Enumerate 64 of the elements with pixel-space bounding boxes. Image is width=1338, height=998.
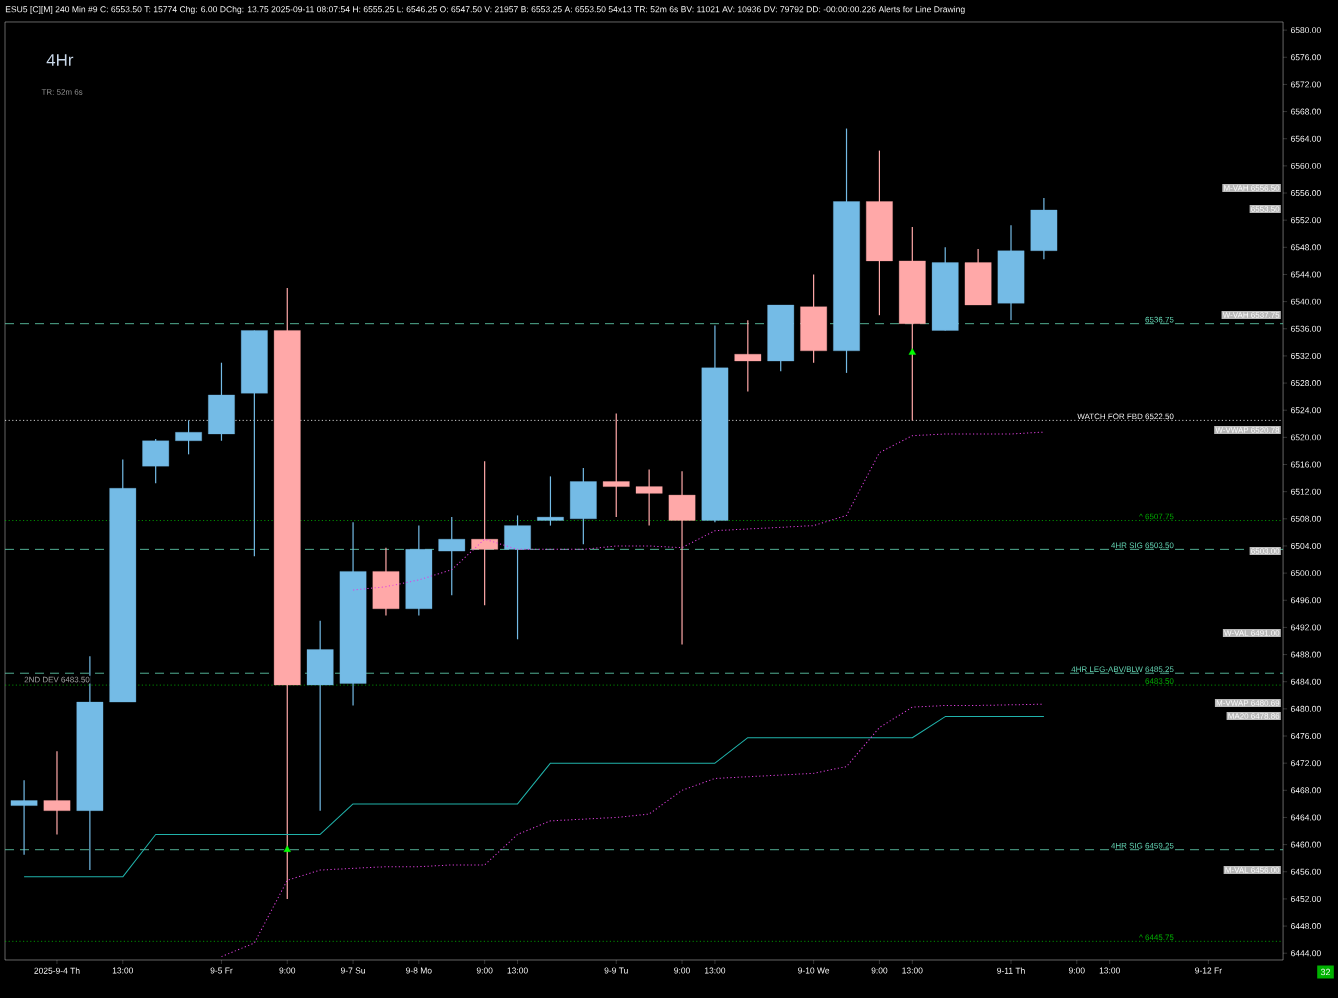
y-tick-label: 6464.00 bbox=[1291, 814, 1321, 821]
x-tick-label: 9:00 bbox=[674, 967, 690, 974]
candlestick bbox=[10, 779, 38, 856]
y-tick-label: 6472.00 bbox=[1291, 760, 1321, 767]
y-tick-label: 6520.00 bbox=[1291, 434, 1321, 441]
x-tick-label: 9-5 Fr bbox=[210, 967, 233, 974]
y-tick-label: 6452.00 bbox=[1291, 895, 1321, 902]
x-tick-label: 13:00 bbox=[112, 967, 134, 974]
y-tick-label: 6492.00 bbox=[1291, 624, 1321, 631]
x-tick-label: 9-7 Su bbox=[340, 967, 365, 974]
candlestick bbox=[537, 475, 564, 527]
x-tick-label: 9:00 bbox=[476, 967, 493, 974]
y-tick-label: 6528.00 bbox=[1291, 380, 1321, 387]
y-tick-label: 6496.00 bbox=[1291, 597, 1321, 604]
line-series bbox=[220, 703, 1045, 958]
x-tick-label: 9-12 Fr bbox=[1195, 967, 1222, 974]
y-tick-label: 6560.00 bbox=[1291, 162, 1321, 169]
candlestick bbox=[471, 460, 498, 606]
x-tick-label: 9-8 Mo bbox=[406, 967, 432, 974]
y-tick-label: 6580.00 bbox=[1291, 27, 1321, 34]
y-tick-label: 6544.00 bbox=[1291, 271, 1321, 278]
y-tick-label: 6504.00 bbox=[1291, 542, 1321, 549]
x-tick-label: 9:00 bbox=[1068, 967, 1085, 974]
y-tick-label: 6572.00 bbox=[1291, 81, 1321, 88]
y-tick-label: 6500.00 bbox=[1291, 570, 1321, 577]
y-tick-label: 6524.00 bbox=[1291, 407, 1321, 414]
x-tick-label: 13:00 bbox=[1099, 967, 1120, 974]
candlestick bbox=[43, 750, 71, 836]
y-tick-label: 6468.00 bbox=[1291, 787, 1321, 794]
y-tick-label: 6576.00 bbox=[1291, 54, 1321, 61]
y-tick-label: 6516.00 bbox=[1291, 461, 1321, 468]
text: 32 bbox=[1320, 968, 1331, 976]
y-tick-label: 6552.00 bbox=[1291, 217, 1321, 224]
y-tick-label: 6456.00 bbox=[1291, 868, 1321, 875]
chart-title: ESU5 [C][M] 240 Min #9 C: 6553.50 T: 15774 Chg: 6.00 DChg: 13.75 2025-09-11 08:07:54 H: 6555.25 L: 6546.25 O: 6547.50 V: 21957 B: 6553.25 A: 6553.50 54x13 TR: 52m 6s BV: 11021 AV: 10936 DV: 79792 DD: -00:00:00.226 Alerts for Line Drawing bbox=[5, 6, 965, 14]
candlestick bbox=[635, 469, 663, 527]
y-tick-label: 6512.00 bbox=[1291, 488, 1321, 495]
y-tick-label: 6484.00 bbox=[1291, 678, 1321, 685]
x-tick-label: 9:00 bbox=[871, 967, 888, 974]
y-tick-label: 6532.00 bbox=[1291, 352, 1321, 359]
y-tick-label: 6540.00 bbox=[1291, 298, 1321, 305]
x-tick-label: 13:00 bbox=[704, 967, 726, 974]
x-tick-label: 13:00 bbox=[507, 967, 528, 974]
candlestick bbox=[602, 413, 630, 518]
y-tick-label: 6448.00 bbox=[1291, 923, 1321, 930]
y-tick-label: 6480.00 bbox=[1291, 705, 1321, 712]
y-tick-label: 6476.00 bbox=[1291, 733, 1321, 740]
y-tick-label: 6556.00 bbox=[1291, 190, 1321, 197]
y-tick-label: 6460.00 bbox=[1291, 841, 1321, 848]
y-tick-label: 6488.00 bbox=[1291, 651, 1321, 658]
x-tick-label: 9-11 Th bbox=[997, 967, 1025, 974]
x-tick-label: 9-9 Tu bbox=[604, 967, 628, 974]
x-tick-label: 13:00 bbox=[902, 967, 923, 974]
text: 4Hr bbox=[46, 54, 74, 66]
candlestick bbox=[734, 319, 762, 393]
y-tick-label: 6564.00 bbox=[1291, 135, 1321, 142]
x-tick-label: 9:00 bbox=[279, 967, 296, 974]
y-tick-label: 6444.00 bbox=[1291, 950, 1321, 957]
x-tick-label: 2025-9-4 Th bbox=[34, 967, 80, 974]
y-tick-label: 6508.00 bbox=[1291, 515, 1321, 522]
y-tick-label: 6536.00 bbox=[1291, 325, 1321, 332]
y-tick-label: 6548.00 bbox=[1291, 244, 1321, 251]
y-tick-label: 6568.00 bbox=[1291, 108, 1321, 115]
x-tick-label: 9-10 We bbox=[798, 967, 830, 974]
